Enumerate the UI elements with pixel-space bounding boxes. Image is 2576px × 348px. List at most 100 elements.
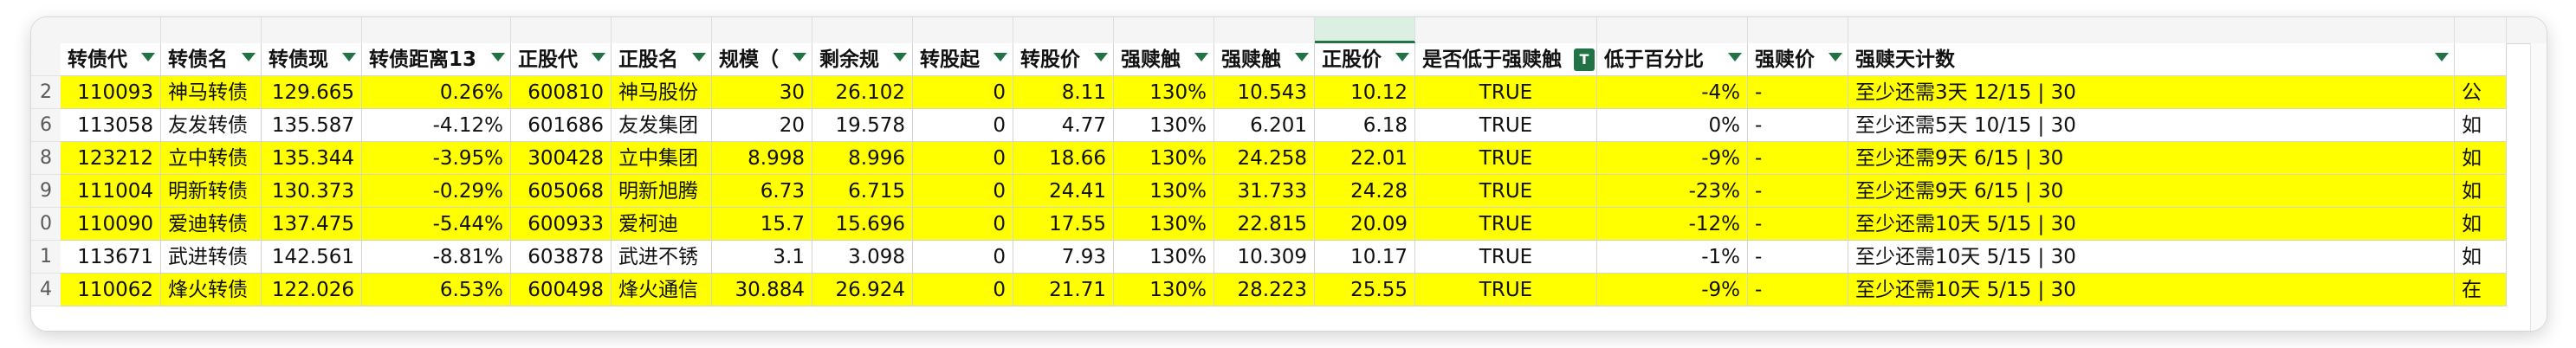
table-cell[interactable]: 601686 bbox=[511, 109, 612, 142]
table-cell[interactable]: 21.71 bbox=[1013, 274, 1114, 306]
column-letter[interactable] bbox=[812, 17, 913, 43]
table-cell[interactable]: 18.66 bbox=[1013, 142, 1114, 175]
table-cell[interactable]: 爱柯迪 bbox=[612, 208, 712, 241]
table-cell[interactable]: 3.098 bbox=[812, 241, 913, 274]
column-letter[interactable] bbox=[161, 17, 262, 43]
table-cell[interactable]: 110062 bbox=[61, 274, 161, 306]
column-header[interactable]: 强赎天计数 bbox=[1848, 43, 2455, 76]
table-cell[interactable]: 至少还需3天 12/15 | 30 bbox=[1848, 76, 2455, 109]
table-cell[interactable]: 605068 bbox=[511, 175, 612, 208]
table-cell[interactable]: TRUE bbox=[1415, 274, 1597, 306]
table-cell[interactable]: 立中集团 bbox=[612, 142, 712, 175]
table-cell[interactable]: 友发转债 bbox=[161, 109, 262, 142]
table-cell[interactable]: -5.44% bbox=[362, 208, 511, 241]
table-cell[interactable]: 8.11 bbox=[1013, 76, 1114, 109]
table-cell[interactable]: 600498 bbox=[511, 274, 612, 306]
table-cell[interactable]: -9% bbox=[1597, 142, 1748, 175]
column-header[interactable]: 转股价 bbox=[1013, 43, 1114, 76]
table-cell[interactable]: 6.715 bbox=[812, 175, 913, 208]
table-cell[interactable]: 123212 bbox=[61, 142, 161, 175]
row-number[interactable]: 4 bbox=[31, 274, 61, 306]
table-cell[interactable]: - bbox=[1748, 142, 1848, 175]
filter-dropdown-icon[interactable] bbox=[1094, 53, 1108, 61]
table-cell[interactable]: 至少还需10天 5/15 | 30 bbox=[1848, 208, 2455, 241]
table-cell[interactable]: 6.73 bbox=[712, 175, 812, 208]
column-header[interactable]: 正股名 bbox=[612, 43, 712, 76]
column-header[interactable]: 强赎触 bbox=[1214, 43, 1315, 76]
table-cell[interactable]: 30 bbox=[712, 76, 812, 109]
table-cell[interactable]: 6.18 bbox=[1315, 109, 1415, 142]
column-letter[interactable] bbox=[61, 17, 161, 43]
table-cell[interactable]: 600933 bbox=[511, 208, 612, 241]
table-cell[interactable]: 0 bbox=[913, 109, 1013, 142]
table-cell[interactable]: -3.95% bbox=[362, 142, 511, 175]
table-cell[interactable]: -9% bbox=[1597, 274, 1748, 306]
table-cell[interactable]: 4.77 bbox=[1013, 109, 1114, 142]
table-cell[interactable]: -0.29% bbox=[362, 175, 511, 208]
table-cell[interactable]: TRUE bbox=[1415, 109, 1597, 142]
row-number[interactable]: 6 bbox=[31, 109, 61, 142]
column-header[interactable]: 规模（ bbox=[712, 43, 812, 76]
table-cell[interactable]: 10.12 bbox=[1315, 76, 1415, 109]
column-header[interactable]: 转债现 bbox=[262, 43, 362, 76]
column-letter[interactable] bbox=[262, 17, 362, 43]
row-number[interactable]: 2 bbox=[31, 76, 61, 109]
table-cell[interactable]: 如 bbox=[2455, 142, 2507, 175]
table-cell[interactable]: 如 bbox=[2455, 109, 2507, 142]
table-cell[interactable]: 24.28 bbox=[1315, 175, 1415, 208]
table-cell[interactable]: 15.7 bbox=[712, 208, 812, 241]
column-letter[interactable] bbox=[1597, 17, 1748, 43]
table-cell[interactable]: TRUE bbox=[1415, 76, 1597, 109]
column-header[interactable]: 转债名 bbox=[161, 43, 262, 76]
table-cell[interactable]: 6.53% bbox=[362, 274, 511, 306]
column-header[interactable]: 低于百分比 bbox=[1597, 43, 1748, 76]
table-cell[interactable]: 19.578 bbox=[812, 109, 913, 142]
column-header[interactable]: 强赎价 bbox=[1748, 43, 1848, 76]
table-cell[interactable]: 如 bbox=[2455, 241, 2507, 274]
filter-dropdown-icon[interactable] bbox=[2435, 53, 2449, 61]
table-cell[interactable]: 10.543 bbox=[1214, 76, 1315, 109]
table-cell[interactable]: 烽火通信 bbox=[612, 274, 712, 306]
filter-dropdown-icon[interactable] bbox=[242, 53, 256, 61]
table-cell[interactable]: 142.561 bbox=[262, 241, 362, 274]
table-cell[interactable]: 22.815 bbox=[1214, 208, 1315, 241]
table-cell[interactable]: 26.924 bbox=[812, 274, 913, 306]
table-cell[interactable]: 600810 bbox=[511, 76, 612, 109]
column-header[interactable]: 转债代 bbox=[61, 43, 161, 76]
table-cell[interactable]: 130% bbox=[1114, 76, 1214, 109]
table-cell[interactable]: 8.998 bbox=[712, 142, 812, 175]
filter-dropdown-icon[interactable] bbox=[1295, 53, 1309, 61]
table-cell[interactable]: 10.309 bbox=[1214, 241, 1315, 274]
table-cell[interactable]: 10.17 bbox=[1315, 241, 1415, 274]
table-cell[interactable]: 111004 bbox=[61, 175, 161, 208]
column-letter[interactable] bbox=[612, 17, 712, 43]
table-cell[interactable]: 0 bbox=[913, 208, 1013, 241]
column-letter[interactable] bbox=[712, 17, 812, 43]
table-cell[interactable]: 3.1 bbox=[712, 241, 812, 274]
column-letter[interactable] bbox=[511, 17, 612, 43]
row-number[interactable]: 1 bbox=[31, 241, 61, 274]
table-cell[interactable]: -12% bbox=[1597, 208, 1748, 241]
column-letter[interactable] bbox=[1748, 17, 1848, 43]
filter-dropdown-icon[interactable] bbox=[491, 53, 505, 61]
table-cell[interactable]: TRUE bbox=[1415, 175, 1597, 208]
table-cell[interactable]: - bbox=[1748, 76, 1848, 109]
table-cell[interactable]: 137.475 bbox=[262, 208, 362, 241]
table-cell[interactable]: 0 bbox=[913, 175, 1013, 208]
column-header[interactable]: 是否低于强赎触 T bbox=[1415, 43, 1597, 76]
column-header[interactable]: 转债距离13 bbox=[362, 43, 511, 76]
filter-dropdown-icon[interactable] bbox=[692, 53, 706, 61]
column-header[interactable]: 正股价 bbox=[1315, 43, 1415, 76]
table-cell[interactable]: 130.373 bbox=[262, 175, 362, 208]
row-number[interactable]: 0 bbox=[31, 208, 61, 241]
table-cell[interactable]: 立中转债 bbox=[161, 142, 262, 175]
table-cell[interactable]: 129.665 bbox=[262, 76, 362, 109]
table-cell[interactable]: 至少还需10天 5/15 | 30 bbox=[1848, 274, 2455, 306]
column-header[interactable]: 剩余规 bbox=[812, 43, 913, 76]
table-cell[interactable]: 0 bbox=[913, 241, 1013, 274]
table-cell[interactable]: 烽火转债 bbox=[161, 274, 262, 306]
table-cell[interactable]: -4% bbox=[1597, 76, 1748, 109]
table-cell[interactable]: -23% bbox=[1597, 175, 1748, 208]
table-cell[interactable]: 15.696 bbox=[812, 208, 913, 241]
column-header[interactable] bbox=[2455, 43, 2507, 76]
